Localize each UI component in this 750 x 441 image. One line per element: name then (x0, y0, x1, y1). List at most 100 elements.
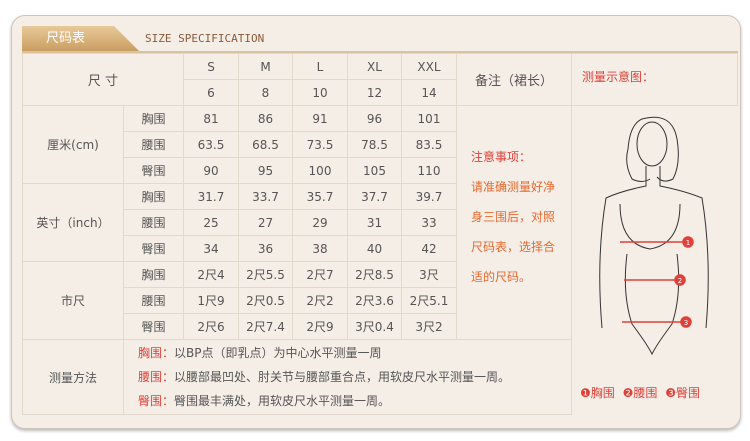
value-cell: 3尺2 (401, 313, 457, 340)
method-text: 胸围：以BP点（即乳点）为中心水平测量一周腰围：以腰部最凹处、肘关节与腰部重合点… (123, 339, 572, 415)
value-cell: 2尺7 (292, 261, 348, 288)
value-cell: 2尺0.5 (238, 287, 293, 314)
measure-name: 臀围 (123, 157, 184, 184)
value-cell: 86 (238, 105, 293, 132)
value-cell: 29 (292, 209, 348, 236)
unit-label: 市尺 (22, 261, 124, 340)
value-cell: 2尺9 (292, 313, 348, 340)
value-cell: 25 (183, 209, 239, 236)
value-cell: 1尺9 (183, 287, 239, 314)
size-l: L (292, 53, 348, 80)
value-cell: 2尺3.6 (347, 287, 402, 314)
method-item-text: 以腰部最凹处、肘关节与腰部重合点，用软皮尺水平测量一周。 (174, 370, 511, 384)
value-cell: 96 (347, 105, 402, 132)
value-cell: 83.5 (401, 131, 457, 158)
value-cell: 2尺7.4 (238, 313, 293, 340)
unit-label: 厘米(cm) (22, 105, 124, 184)
notes-line: 适的尺码。 (471, 270, 532, 284)
value-cell: 42 (401, 235, 457, 262)
value-cell: 31.7 (183, 183, 239, 210)
notes-line: 请准确测量好净 (471, 180, 556, 194)
legend-waist: ❷腰围 (622, 386, 658, 400)
method-item-text: 臀围最丰满处，用软皮尺水平测量一周。 (174, 394, 391, 408)
method-label: 测量方法 (22, 339, 124, 415)
notes-title: 注意事项： (471, 150, 532, 164)
num-l: 10 (292, 79, 348, 106)
value-cell: 33.7 (238, 183, 293, 210)
method-item-name: 臀围： (138, 394, 175, 408)
svg-text:3: 3 (684, 319, 688, 327)
value-cell: 68.5 (238, 131, 293, 158)
table-row: 臀围 90 95 100 105 110 (23, 157, 738, 184)
notes-line: 身三围后，对照 (471, 210, 556, 224)
notes-line: 尺码表，选择合 (471, 240, 556, 254)
subtitle: SIZE SPECIFICATION (145, 32, 265, 45)
remark-header: 备注（裙长） (456, 53, 572, 106)
measure-name: 胸围 (123, 105, 184, 132)
size-xxl: XXL (401, 53, 457, 80)
num-m: 8 (238, 79, 293, 106)
svg-text:1: 1 (686, 239, 690, 247)
value-cell: 2尺5.1 (401, 287, 457, 314)
measure-name: 腰围 (123, 209, 184, 236)
value-cell: 3尺0.4 (347, 313, 402, 340)
num-xl: 12 (347, 79, 402, 106)
value-cell: 2尺5.5 (238, 261, 293, 288)
divider (22, 51, 738, 53)
value-cell: 91 (292, 105, 348, 132)
value-cell: 101 (401, 105, 457, 132)
value-cell: 2尺4 (183, 261, 239, 288)
value-cell: 35.7 (292, 183, 348, 210)
value-cell: 90 (183, 157, 239, 184)
size-label: 尺 寸 (22, 53, 184, 106)
measure-name: 臀围 (123, 313, 184, 340)
figure-title: 测量示意图： (582, 70, 655, 84)
legend-hip: ❸臀围 (665, 386, 700, 400)
svg-text:2: 2 (678, 277, 682, 285)
num-s: 6 (183, 79, 239, 106)
value-cell: 39.7 (401, 183, 457, 210)
woman-outline-icon: 1 2 3 (599, 116, 709, 356)
method-row: 测量方法 胸围：以BP点（即乳点）为中心水平测量一周腰围：以腰部最凹处、肘关节与腰… (22, 339, 738, 415)
measure-name: 腰围 (123, 131, 184, 158)
unit-label: 英寸（inch） (22, 183, 124, 262)
value-cell: 33 (401, 209, 457, 236)
table-row: 腰围 1尺9 2尺0.5 2尺2 2尺3.6 2尺5.1 (23, 287, 738, 314)
value-cell: 110 (401, 157, 457, 184)
measure-name: 腰围 (123, 287, 184, 314)
table-row: 厘米(cm) 胸围 81 86 91 96 101 注意事项： 请准确测量好净 身三围后，对照 尺码… (22, 105, 738, 340)
measurement-figure: 测量示意图： 1 2 3 ❶胸围 ❷腰围 ❸臀围 (571, 53, 738, 400)
size-s: S (183, 53, 239, 80)
figure-legend: ❶胸围 ❷腰围 ❸臀围 (580, 384, 700, 401)
value-cell: 27 (238, 209, 293, 236)
size-xl: XL (347, 53, 402, 80)
value-cell: 37.7 (347, 183, 402, 210)
measure-name: 臀围 (123, 235, 184, 262)
notes-cell: 注意事项： 请准确测量好净 身三围后，对照 尺码表，选择合 适的尺码。 (456, 105, 572, 340)
value-cell: 100 (292, 157, 348, 184)
value-cell: 2尺8.5 (347, 261, 402, 288)
legend-bust: ❶胸围 (580, 386, 615, 400)
value-cell: 34 (183, 235, 239, 262)
value-cell: 31 (347, 209, 402, 236)
value-cell: 3尺 (401, 261, 457, 288)
value-cell: 40 (347, 235, 402, 262)
value-cell: 38 (292, 235, 348, 262)
table-row: 臀围 34 36 38 40 42 (23, 235, 738, 262)
value-cell: 73.5 (292, 131, 348, 158)
num-xxl: 14 (401, 79, 457, 106)
value-cell: 78.5 (347, 131, 402, 158)
value-cell: 36 (238, 235, 293, 262)
measure-name: 胸围 (123, 183, 184, 210)
method-item-text: 以BP点（即乳点）为中心水平测量一周 (174, 346, 382, 360)
value-cell: 2尺2 (292, 287, 348, 314)
value-cell: 2尺6 (183, 313, 239, 340)
method-item-name: 腰围： (138, 370, 175, 384)
size-m: M (238, 53, 293, 80)
value-cell: 95 (238, 157, 293, 184)
measure-name: 胸围 (123, 261, 184, 288)
value-cell: 105 (347, 157, 402, 184)
method-item-name: 胸围： (138, 346, 175, 360)
value-cell: 81 (183, 105, 239, 132)
